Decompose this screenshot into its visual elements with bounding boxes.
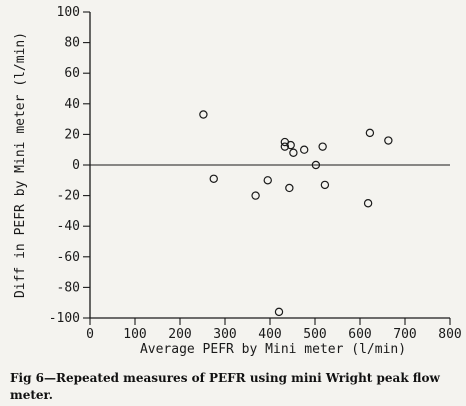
- y-tick-label: -60: [57, 250, 80, 265]
- x-tick-label: 0: [86, 327, 94, 342]
- data-point: [209, 174, 218, 183]
- data-points: [199, 110, 393, 317]
- y-tick-label: 100: [57, 5, 80, 20]
- y-axis-label: Diff in PEFR by Mini meter (l/min): [13, 32, 28, 298]
- y-tick-label: 40: [64, 97, 80, 112]
- data-point: [300, 145, 309, 154]
- data-point: [274, 307, 284, 317]
- y-tick-label: 80: [64, 36, 80, 51]
- data-point: [280, 142, 290, 151]
- axes: [89, 12, 450, 319]
- y-tick-label: 60: [64, 66, 80, 81]
- data-point: [289, 148, 298, 157]
- x-tick-label: 700: [393, 327, 416, 342]
- ticks: -100 -80 -60 -40 -20 0 20 40 60 80 100 0 100 200 300 40…: [49, 5, 462, 342]
- x-tick-label: 500: [303, 327, 326, 342]
- y-tick-label: 20: [64, 127, 80, 142]
- data-point: [320, 180, 330, 190]
- data-point: [286, 140, 295, 150]
- x-tick-label: 600: [348, 327, 371, 342]
- x-tick-label: 400: [258, 327, 281, 342]
- scatter-chart: -100 -80 -60 -40 -20 0 20 40 60 80 100 0 100 200 300 40…: [13, 5, 462, 357]
- y-tick-label: -20: [57, 189, 80, 204]
- data-point: [311, 160, 321, 170]
- x-tick-label: 800: [438, 327, 461, 342]
- y-tick-label: -40: [57, 219, 80, 234]
- data-point: [251, 191, 260, 200]
- x-tick-label: 100: [123, 327, 146, 342]
- data-point: [263, 176, 272, 185]
- y-tick-label: -100: [49, 311, 80, 326]
- data-point: [365, 128, 375, 138]
- y-tick-label: -80: [57, 280, 80, 295]
- data-point: [318, 142, 327, 151]
- x-axis-label: Average PEFR by Mini meter (l/min): [140, 342, 406, 357]
- x-tick-label: 300: [213, 327, 236, 342]
- data-point: [199, 110, 208, 119]
- x-tick-label: 200: [168, 327, 191, 342]
- data-point: [363, 199, 373, 208]
- figure-caption: Fig 6—Repeated measures of PEFR using mi…: [10, 371, 440, 402]
- data-point: [285, 183, 294, 193]
- y-tick-label: 0: [72, 158, 80, 173]
- data-point: [384, 136, 393, 145]
